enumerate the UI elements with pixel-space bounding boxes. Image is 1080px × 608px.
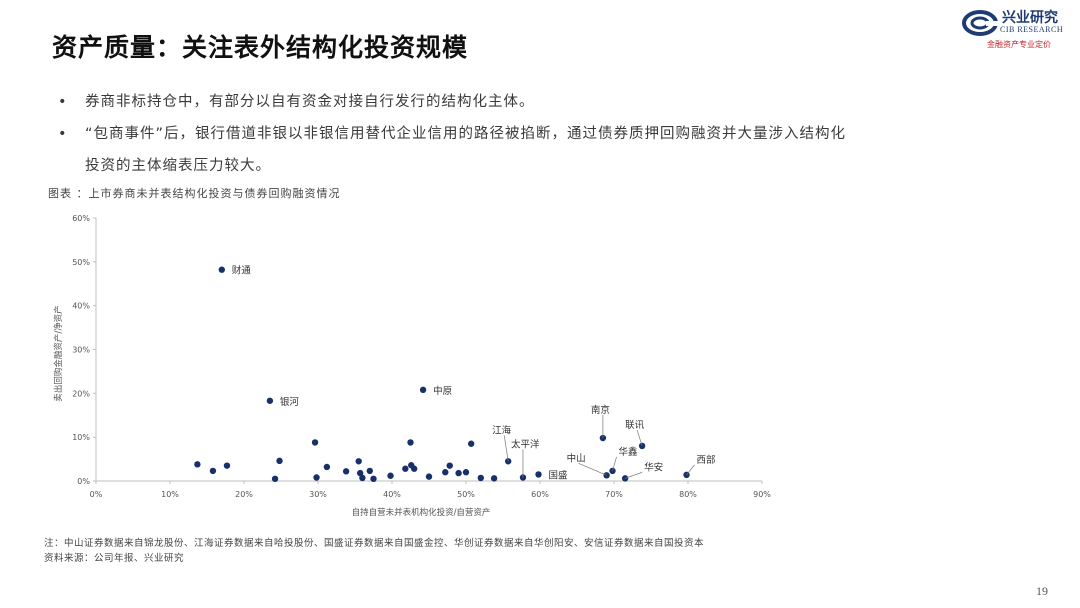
y-tick-label: 40%	[72, 302, 90, 311]
point-label: 国盛	[549, 469, 569, 481]
bullet-list: • 券商非标持仓中，有部分以自有资金对接自行发行的结构化主体。 • “包商事件”…	[58, 86, 1018, 182]
x-tick-label: 40%	[383, 490, 401, 499]
data-point	[276, 457, 283, 465]
point-label: 江海	[492, 424, 512, 436]
point-label: 华鑫	[619, 446, 639, 458]
x-tick-label: 70%	[605, 490, 623, 499]
data-point-银河	[266, 397, 274, 404]
point-label: 中山	[567, 452, 586, 464]
logo-english: CIB RESEARCH	[1000, 25, 1064, 34]
footnote: 注：中山证券数据来自锦龙股份、江海证券数据来自哈投股份、国盛证券数据来自国盛金控…	[44, 536, 704, 566]
bullet-marker: •	[58, 126, 68, 142]
data-point	[359, 474, 366, 482]
bullet-text: 投资的主体缩表压力较大。	[85, 158, 271, 174]
data-point	[387, 472, 394, 479]
x-tick-label: 20%	[235, 490, 253, 499]
y-tick-label: 20%	[72, 389, 90, 398]
logo-swirl-icon	[962, 10, 998, 36]
footnote-source: 资料来源：公司年报、兴业研究	[44, 553, 185, 564]
data-point	[355, 458, 362, 465]
data-point	[425, 473, 433, 480]
y-tick-label: 10%	[72, 433, 90, 442]
point-label: 西部	[697, 454, 716, 466]
data-point	[323, 463, 331, 471]
data-point	[356, 469, 364, 477]
scatter-chart: 0% 10% 20% 30% 40% 50% 60% 0% 10% 20% 30% 40% 50% 60%…	[53, 214, 771, 518]
data-point	[455, 469, 462, 477]
logo-name: 兴业研究	[1002, 10, 1058, 26]
data-point	[402, 465, 409, 472]
data-point-江海	[504, 458, 512, 465]
data-point	[411, 465, 418, 472]
data-point	[209, 467, 217, 475]
y-tick-label: 50%	[72, 258, 90, 267]
data-point	[271, 475, 279, 483]
data-point	[490, 475, 498, 482]
leader-line	[624, 472, 643, 479]
point-label: 财通	[232, 265, 252, 277]
point-label: 南京	[591, 404, 610, 416]
leader-line	[686, 464, 695, 476]
footnote-note: 注：中山证券数据来自锦龙股份、江海证券数据来自哈投股份、国盛证券数据来自国盛金控…	[44, 538, 705, 549]
cib-research-logo: 兴业研究 CIB RESEARCH 金融资产专业定价	[962, 6, 1072, 50]
x-tick-label: 80%	[679, 490, 697, 499]
x-tick-label: 90%	[753, 490, 771, 499]
bullet-item: • 券商非标持仓中，有部分以自有资金对接自行发行的结构化主体。	[58, 86, 1018, 118]
point-label: 中原	[433, 385, 452, 397]
data-point	[311, 439, 319, 446]
data-point	[223, 462, 231, 469]
point-label: 太平洋	[511, 438, 540, 450]
x-tick-label: 60%	[531, 490, 549, 499]
data-point	[342, 468, 350, 475]
leader-line	[578, 462, 607, 476]
data-point	[313, 474, 320, 481]
y-axis-title: 卖出回购金融资产/净资产	[53, 305, 64, 401]
data-point	[467, 440, 475, 447]
page-number: 19	[1036, 584, 1048, 598]
logo-slogan: 金融资产专业定价	[987, 40, 1051, 49]
x-tick-label: 30%	[309, 490, 327, 499]
data-point-财通	[218, 266, 225, 273]
page-title: 资产质量：关注表外结构化投资规模	[52, 33, 469, 62]
data-point	[442, 469, 449, 476]
data-point	[462, 469, 470, 476]
leader-line	[636, 429, 643, 447]
point-label: 银河	[280, 396, 300, 408]
data-point	[366, 467, 373, 475]
y-tick-label: 0%	[77, 477, 90, 486]
leader-line	[612, 456, 617, 472]
x-tick-label: 50%	[457, 490, 475, 499]
x-axis-title: 自持自营未并表机构化投资/自营资产	[352, 507, 491, 518]
x-tick-label: 0%	[90, 490, 103, 499]
data-point	[407, 439, 414, 446]
data-point	[446, 462, 453, 469]
bullet-item: • “包商事件”后，银行借道非银以非银信用替代企业信用的路径被掐断，通过债券质押…	[58, 118, 1018, 150]
y-tick-label: 30%	[72, 346, 90, 355]
data-point	[194, 461, 201, 468]
chart-caption: 图表 ：上市券商未并表结构化投资与债券回购融资情况	[48, 187, 341, 200]
data-point	[477, 474, 484, 482]
data-point-联讯	[638, 442, 646, 450]
leader-line	[503, 435, 509, 462]
data-point-中原	[419, 386, 427, 394]
data-point	[370, 475, 377, 483]
bullet-item-continuation: 投资的主体缩表压力较大。	[58, 150, 1018, 182]
bullet-text: 券商非标持仓中，有部分以自有资金对接自行发行的结构化主体。	[85, 94, 535, 110]
bullet-text: “包商事件”后，银行借道非银以非银信用替代企业信用的路径被掐断，通过债券质押回购…	[85, 126, 847, 142]
point-label: 华安	[644, 461, 663, 473]
y-tick-label: 60%	[72, 214, 90, 223]
bullet-marker: •	[58, 94, 68, 110]
point-label: 联讯	[625, 420, 645, 431]
x-tick-label: 10%	[161, 490, 179, 499]
data-point-国盛	[535, 471, 542, 478]
